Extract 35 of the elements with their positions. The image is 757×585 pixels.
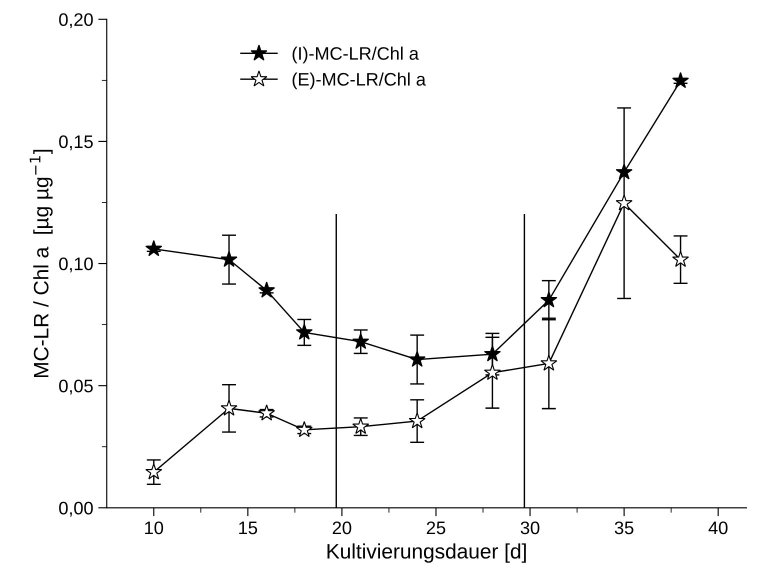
x-tick-label: 10 [145, 521, 164, 534]
point [408, 350, 426, 367]
y-tick-label: 0,10 [59, 257, 93, 272]
point [672, 72, 690, 88]
point [352, 332, 370, 349]
point [540, 354, 558, 371]
legend-label: (E)-MC-LR/Chl a [292, 72, 426, 90]
x-tick-label: 25 [426, 521, 446, 534]
point [408, 412, 426, 428]
point [145, 240, 162, 256]
point [258, 282, 276, 298]
x-tick-label: 30 [520, 521, 540, 534]
y-axis-title: MC-LR / Chl a [µg µg$^{−1}$] [30, 150, 53, 378]
x-tick-label: 15 [239, 522, 258, 534]
point [672, 250, 690, 267]
x-axis-title: Kultivierungsdauer [d] [328, 543, 526, 563]
legend-label: (I)-MC-LR/Chl a [292, 46, 419, 64]
point [616, 163, 633, 180]
x-tick-label: 20 [332, 521, 352, 534]
y-tick-label: 0,15 [59, 135, 93, 150]
x-tick-label: 35 [614, 521, 634, 534]
point [616, 194, 633, 211]
x-tick-label: 40 [708, 521, 728, 534]
point [258, 404, 276, 421]
point [296, 420, 313, 438]
point [296, 324, 313, 340]
point [220, 250, 238, 267]
point [540, 291, 558, 308]
y-tick-label: 0,00 [59, 502, 93, 517]
point [145, 463, 162, 480]
point [220, 399, 238, 416]
point [484, 364, 501, 380]
y-tick-label: 0,20 [59, 13, 93, 28]
point [484, 345, 501, 362]
y-tick-label: 0,05 [59, 380, 93, 395]
